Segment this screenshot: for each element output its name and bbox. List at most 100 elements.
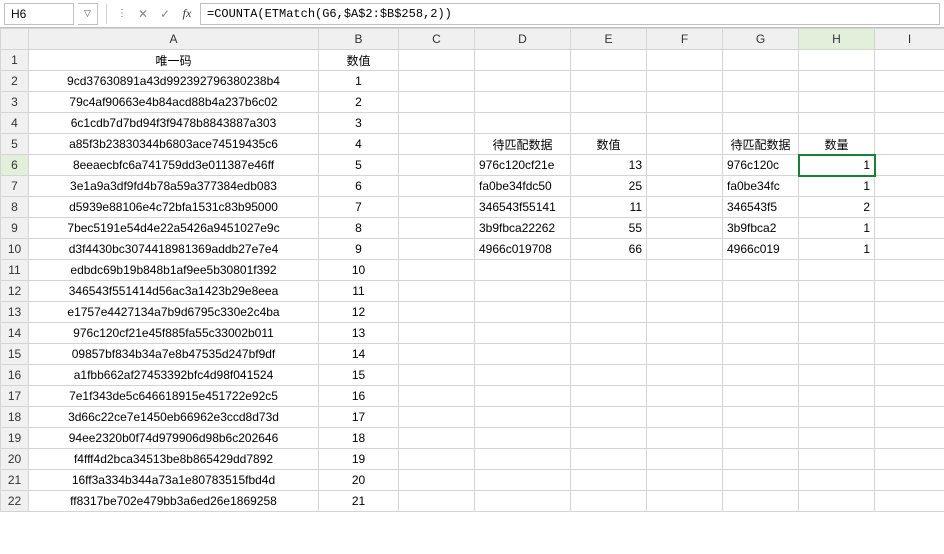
row-header[interactable]: 15 (1, 344, 29, 365)
row-header[interactable]: 18 (1, 407, 29, 428)
cell-A18[interactable]: 3d66c22ce7e1450eb66962e3ccd8d73d (29, 407, 319, 428)
cell-I19[interactable] (875, 428, 944, 449)
cell-I22[interactable] (875, 491, 944, 512)
cell-B17[interactable]: 16 (319, 386, 399, 407)
cell-C19[interactable] (399, 428, 475, 449)
cell-C2[interactable] (399, 71, 475, 92)
row-header[interactable]: 9 (1, 218, 29, 239)
cell-C18[interactable] (399, 407, 475, 428)
fx-icon[interactable]: fx (178, 5, 196, 23)
cell-E14[interactable] (571, 323, 647, 344)
cell-F12[interactable] (647, 281, 723, 302)
cell-G14[interactable] (723, 323, 799, 344)
cell-A4[interactable]: 6c1cdb7d7bd94f3f9478b8843887a303 (29, 113, 319, 134)
cell-E9[interactable]: 55 (571, 218, 647, 239)
cell-C4[interactable] (399, 113, 475, 134)
cell-I18[interactable] (875, 407, 944, 428)
col-header-E[interactable]: E (571, 29, 647, 50)
cell-H13[interactable] (799, 302, 875, 323)
cell-A5[interactable]: a85f3b23830344b6803ace74519435c6 (29, 134, 319, 155)
cell-H8[interactable]: 2 (799, 197, 875, 218)
cell-F10[interactable] (647, 239, 723, 260)
cell-F9[interactable] (647, 218, 723, 239)
cell-F6[interactable] (647, 155, 723, 176)
cell-C10[interactable] (399, 239, 475, 260)
accept-icon[interactable]: ✓ (156, 5, 174, 23)
cell-A22[interactable]: ff8317be702e479bb3a6ed26e1869258 (29, 491, 319, 512)
cell-A20[interactable]: f4fff4d2bca34513be8b865429dd7892 (29, 449, 319, 470)
cell-B16[interactable]: 15 (319, 365, 399, 386)
cell-E2[interactable] (571, 71, 647, 92)
cell-A2[interactable]: 9cd37630891a43d992392796380238b4 (29, 71, 319, 92)
cell-G17[interactable] (723, 386, 799, 407)
cell-F7[interactable] (647, 176, 723, 197)
cell-G5[interactable]: 待匹配数据 (723, 134, 799, 155)
cell-D9[interactable]: 3b9fbca22262 (475, 218, 571, 239)
row-header[interactable]: 13 (1, 302, 29, 323)
row-header[interactable]: 11 (1, 260, 29, 281)
cell-E15[interactable] (571, 344, 647, 365)
cell-H14[interactable] (799, 323, 875, 344)
cell-G2[interactable] (723, 71, 799, 92)
cell-F5[interactable] (647, 134, 723, 155)
row-header[interactable]: 16 (1, 365, 29, 386)
cell-D17[interactable] (475, 386, 571, 407)
cell-D12[interactable] (475, 281, 571, 302)
cell-H9[interactable]: 1 (799, 218, 875, 239)
cell-E17[interactable] (571, 386, 647, 407)
cell-H21[interactable] (799, 470, 875, 491)
cell-A13[interactable]: e1757e4427134a7b9d6795c330e2c4ba (29, 302, 319, 323)
cell-G13[interactable] (723, 302, 799, 323)
cell-G8[interactable]: 346543f5 (723, 197, 799, 218)
col-header-B[interactable]: B (319, 29, 399, 50)
cell-C13[interactable] (399, 302, 475, 323)
cell-F18[interactable] (647, 407, 723, 428)
cell-B12[interactable]: 11 (319, 281, 399, 302)
cell-A19[interactable]: 94ee2320b0f74d979906d98b6c202646 (29, 428, 319, 449)
cell-E7[interactable]: 25 (571, 176, 647, 197)
row-header[interactable]: 20 (1, 449, 29, 470)
cell-H12[interactable] (799, 281, 875, 302)
col-header-D[interactable]: D (475, 29, 571, 50)
formula-input[interactable]: =COUNTA(ETMatch(G6,$A$2:$B$258,2)) (200, 3, 940, 25)
row-header[interactable]: 19 (1, 428, 29, 449)
cell-I20[interactable] (875, 449, 944, 470)
cell-D19[interactable] (475, 428, 571, 449)
cell-I9[interactable] (875, 218, 944, 239)
row-header[interactable]: 5 (1, 134, 29, 155)
cell-I10[interactable] (875, 239, 944, 260)
cell-E6[interactable]: 13 (571, 155, 647, 176)
cell-C9[interactable] (399, 218, 475, 239)
row-header[interactable]: 17 (1, 386, 29, 407)
cell-A7[interactable]: 3e1a9a3df9fd4b78a59a377384edb083 (29, 176, 319, 197)
cell-D15[interactable] (475, 344, 571, 365)
cell-I11[interactable] (875, 260, 944, 281)
cell-E3[interactable] (571, 92, 647, 113)
cell-B22[interactable]: 21 (319, 491, 399, 512)
cell-I17[interactable] (875, 386, 944, 407)
col-header-A[interactable]: A (29, 29, 319, 50)
cell-H18[interactable] (799, 407, 875, 428)
cell-F2[interactable] (647, 71, 723, 92)
cell-E16[interactable] (571, 365, 647, 386)
cell-C8[interactable] (399, 197, 475, 218)
select-all-corner[interactable] (1, 29, 29, 50)
cell-C6[interactable] (399, 155, 475, 176)
cell-D2[interactable] (475, 71, 571, 92)
row-header[interactable]: 10 (1, 239, 29, 260)
row-header[interactable]: 1 (1, 50, 29, 71)
cell-H4[interactable] (799, 113, 875, 134)
cell-D16[interactable] (475, 365, 571, 386)
cell-C22[interactable] (399, 491, 475, 512)
cell-C15[interactable] (399, 344, 475, 365)
col-header-I[interactable]: I (875, 29, 944, 50)
cell-B5[interactable]: 4 (319, 134, 399, 155)
cell-B21[interactable]: 20 (319, 470, 399, 491)
cell-B7[interactable]: 6 (319, 176, 399, 197)
row-header[interactable]: 22 (1, 491, 29, 512)
cell-G1[interactable] (723, 50, 799, 71)
cell-A21[interactable]: 16ff3a334b344a73a1e80783515fbd4d (29, 470, 319, 491)
cell-D3[interactable] (475, 92, 571, 113)
cell-D13[interactable] (475, 302, 571, 323)
cell-F4[interactable] (647, 113, 723, 134)
